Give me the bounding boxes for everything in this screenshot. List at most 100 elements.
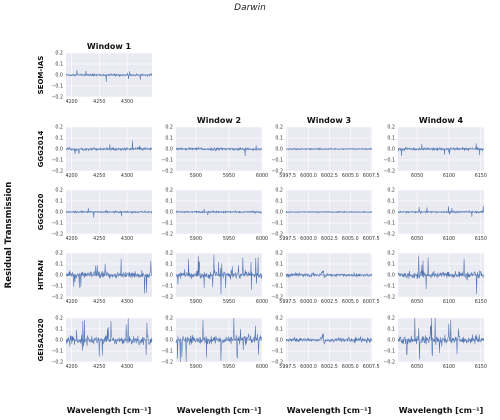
y-tick-label: 0.1 <box>55 262 63 268</box>
y-tick-label: −0.2 <box>383 169 395 175</box>
residual-series <box>397 255 485 295</box>
x-tick-label: 6000.0 <box>300 299 317 305</box>
x-tick-label: 6002.5 <box>321 299 338 305</box>
x-tick-label: 4200 <box>65 173 77 179</box>
y-tick-label: 0.2 <box>55 125 63 131</box>
column-title-1: Window 1 <box>87 42 132 51</box>
y-tick-label: 0.2 <box>55 188 63 194</box>
y-tick-label: −0.2 <box>383 360 395 366</box>
y-tick-label: 0.1 <box>387 327 395 333</box>
x-tick-label: 6005.0 <box>342 364 359 370</box>
y-tick-label: 0.0 <box>165 338 173 344</box>
y-tick-label: −0.2 <box>51 360 63 366</box>
x-tick-label: 6002.5 <box>321 364 338 370</box>
y-tick-label: −0.1 <box>161 284 173 290</box>
y-tick-label: 0.0 <box>275 338 283 344</box>
x-tick-label: 4250 <box>93 99 105 105</box>
x-tick-label: 6005.0 <box>342 299 359 305</box>
x-axis-label-window-1: Wavelength [cm⁻¹] <box>67 406 152 415</box>
x-tick-label: 6050 <box>411 299 423 305</box>
y-tick-label: 0.2 <box>275 316 283 322</box>
x-tick-label: 6000.0 <box>300 364 317 370</box>
residual-series <box>175 317 263 363</box>
y-tick-label: 0.0 <box>55 273 63 279</box>
x-tick-label: 5900 <box>190 173 202 179</box>
y-tick-label: 0.0 <box>55 210 63 216</box>
x-tick-label: 6100 <box>443 173 455 179</box>
x-tick-label: 6100 <box>443 299 455 305</box>
x-tick-label: 5900 <box>190 364 202 370</box>
row-label-hitran: HITRAN <box>37 260 45 290</box>
y-tick-label: −0.2 <box>161 360 173 366</box>
x-tick-label: 6100 <box>443 236 455 242</box>
figure-title: Darwin <box>234 3 266 13</box>
x-tick-label: 6150 <box>475 299 487 305</box>
y-tick-label: 0.0 <box>275 273 283 279</box>
y-tick-label: 0.2 <box>165 251 173 257</box>
y-tick-label: 0.2 <box>275 251 283 257</box>
panel-ggg2020-window-4: −0.2 −0.1 0.0 0.1 0.2 6050 6100 6150 <box>383 188 487 242</box>
y-tick-label: −0.2 <box>383 232 395 238</box>
x-tick-label: 4300 <box>121 236 133 242</box>
x-axis-label-window-2: Wavelength [cm⁻¹] <box>177 406 262 415</box>
x-tick-label: 6100 <box>443 364 455 370</box>
x-tick-label: 6007.5 <box>363 364 380 370</box>
x-tick-label: 6150 <box>475 364 487 370</box>
y-tick-label: 0.1 <box>55 327 63 333</box>
x-tick-label: 5900 <box>190 299 202 305</box>
y-tick-label: 0.0 <box>387 338 395 344</box>
x-tick-label: 6002.5 <box>321 173 338 179</box>
y-tick-label: 0.0 <box>165 210 173 216</box>
x-axis-labels: Wavelength [cm⁻¹] Wavelength [cm⁻¹] Wavele… <box>67 406 484 415</box>
row-labels: SEOM-IAS GGG2014 GGG2020 HITRAN GEISA2020 <box>37 56 45 362</box>
x-tick-label: 6000 <box>256 236 268 242</box>
x-tick-label: 4200 <box>65 236 77 242</box>
panel-ggg2020-window-2: −0.2 −0.1 0.0 0.1 0.2 5900 5950 6000 <box>161 188 268 242</box>
y-tick-label: 0.1 <box>387 262 395 268</box>
y-tick-label: −0.1 <box>161 221 173 227</box>
y-tick-label: −0.2 <box>51 95 63 101</box>
x-tick-label: 6050 <box>411 236 423 242</box>
x-tick-label: 6000 <box>256 364 268 370</box>
y-tick-label: −0.1 <box>51 158 63 164</box>
y-tick-label: 0.0 <box>55 338 63 344</box>
x-tick-label: 5997.5 <box>279 364 296 370</box>
y-tick-label: −0.1 <box>51 349 63 355</box>
x-tick-label: 4300 <box>121 364 133 370</box>
y-tick-label: 0.1 <box>55 62 63 68</box>
panel-ggg2014-window-3: −0.2 −0.1 0.0 0.1 0.2 5997.5 6000.0 6002.5 6005.… <box>271 125 379 179</box>
x-tick-label: 4200 <box>65 364 77 370</box>
x-tick-label: 6002.5 <box>321 236 338 242</box>
y-tick-label: 0.1 <box>55 199 63 205</box>
x-tick-label: 4250 <box>93 364 105 370</box>
y-tick-label: 0.0 <box>387 273 395 279</box>
panel-ggg2014-window-1: −0.2 −0.1 0.0 0.1 0.2 4200 4250 4300 <box>51 125 153 179</box>
x-tick-label: 6007.5 <box>363 299 380 305</box>
x-tick-label: 6005.0 <box>342 236 359 242</box>
y-tick-label: −0.2 <box>271 169 283 175</box>
y-tick-label: 0.2 <box>387 125 395 131</box>
column-titles: Window 1 Window 2 Window 3 Window 4 <box>87 42 464 125</box>
y-tick-label: −0.2 <box>383 295 395 301</box>
y-tick-label: 0.1 <box>275 136 283 142</box>
row-label-ggg2014: GGG2014 <box>37 131 45 168</box>
x-axis-label-window-3: Wavelength [cm⁻¹] <box>287 406 372 415</box>
y-tick-label: −0.1 <box>271 284 283 290</box>
x-tick-label: 4250 <box>93 173 105 179</box>
x-tick-label: 6150 <box>475 173 487 179</box>
y-tick-label: −0.2 <box>51 169 63 175</box>
x-tick-label: 5997.5 <box>279 173 296 179</box>
column-title-3: Window 3 <box>307 116 351 125</box>
y-tick-label: 0.2 <box>55 316 63 322</box>
panel-grid: −0.2 −0.1 0.0 0.1 0.2 4200 4250 4300 −0.2 −0.1 0.0… <box>51 51 487 370</box>
y-tick-label: −0.1 <box>51 221 63 227</box>
x-tick-label: 6050 <box>411 173 423 179</box>
x-tick-label: 5900 <box>190 236 202 242</box>
y-tick-label: 0.2 <box>55 51 63 57</box>
x-tick-label: 5950 <box>223 299 235 305</box>
y-tick-label: −0.2 <box>271 360 283 366</box>
residual-series <box>175 145 263 157</box>
y-tick-label: 0.0 <box>387 147 395 153</box>
y-tick-label: −0.1 <box>51 84 63 90</box>
